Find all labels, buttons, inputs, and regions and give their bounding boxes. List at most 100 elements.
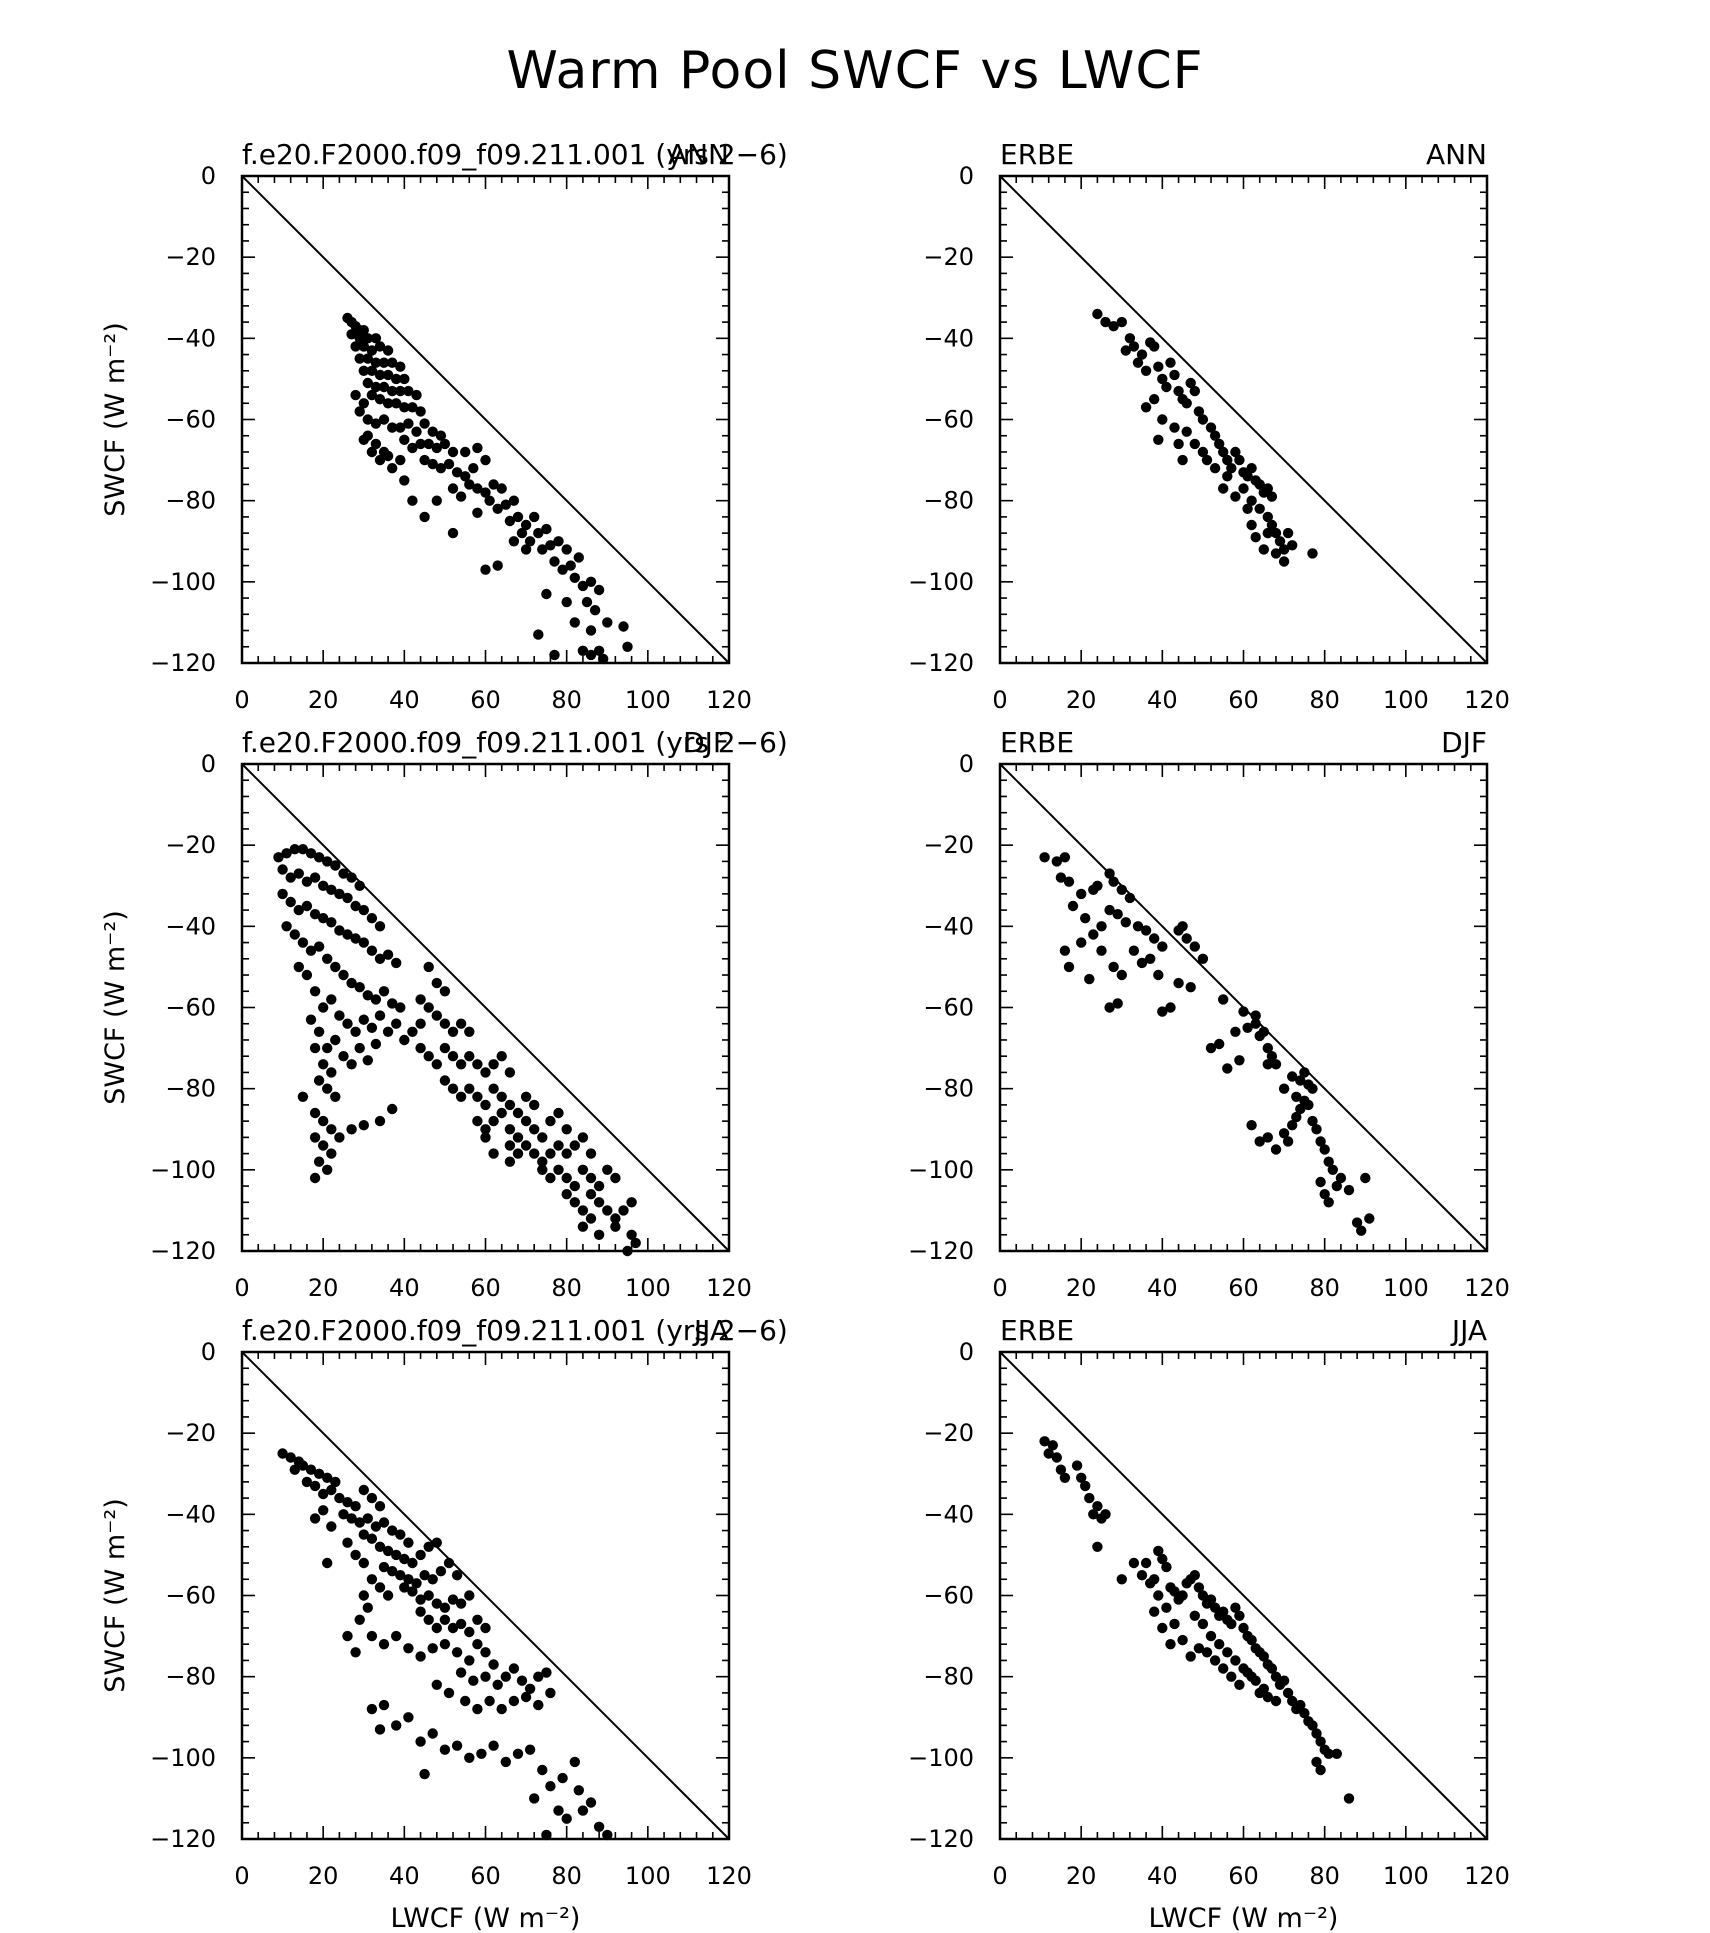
y-tick-label: −20 [923, 243, 974, 271]
y-tick-label: −40 [165, 324, 216, 352]
data-point [387, 463, 398, 474]
data-point [1185, 982, 1196, 993]
data-point [569, 1180, 580, 1192]
data-point [488, 1148, 499, 1159]
data-point [512, 511, 524, 523]
data-point [318, 1059, 329, 1070]
data-point [1266, 1051, 1278, 1062]
data-point [358, 341, 369, 352]
data-point [387, 385, 398, 397]
data-point [488, 1659, 499, 1670]
data-point [415, 1594, 426, 1605]
data-point [407, 442, 418, 454]
data-point [553, 1805, 564, 1816]
data-point [322, 1042, 333, 1054]
y-tick-label: −20 [165, 1419, 216, 1447]
data-point [589, 605, 601, 616]
data-point [305, 1014, 317, 1025]
data-point [391, 398, 402, 409]
data-point [350, 1647, 361, 1658]
data-point [378, 381, 390, 393]
data-point [480, 1132, 491, 1143]
data-point [1193, 1582, 1205, 1593]
data-point [338, 1051, 349, 1062]
data-point [464, 1626, 475, 1638]
x-tick-label: 40 [1147, 1862, 1178, 1890]
y-tick-label: −60 [165, 1582, 216, 1610]
data-point [350, 341, 361, 352]
data-point [1189, 438, 1201, 450]
y-tick-label: −120 [908, 649, 974, 677]
data-point [1270, 1671, 1282, 1682]
scatter-panel: 0 20 40 60 80 100 120 0 −20 −40 −60 −80 −100 −120 f.e2… [100, 726, 788, 1302]
data-point [553, 1140, 564, 1151]
data-point [330, 1091, 341, 1103]
data-point [382, 1590, 394, 1601]
data-point [326, 1067, 337, 1078]
data-point [1043, 1448, 1054, 1459]
data-point [1177, 1634, 1188, 1646]
data-point [626, 1229, 637, 1241]
x-tick-label: 60 [1228, 1274, 1259, 1302]
data-point [285, 1452, 296, 1463]
data-point [516, 527, 528, 539]
data-point [1331, 1180, 1343, 1192]
data-point [602, 1164, 613, 1176]
data-point [1076, 1472, 1087, 1484]
data-point [1059, 852, 1071, 863]
data-point [1226, 1618, 1237, 1630]
data-point [358, 1590, 369, 1601]
data-point [569, 1756, 580, 1768]
data-point [1319, 1189, 1330, 1200]
x-tick-label: 60 [470, 1862, 501, 1890]
data-point [362, 353, 373, 364]
data-point [318, 1115, 329, 1127]
data-point [1315, 1736, 1326, 1747]
data-point [455, 1618, 467, 1630]
data-point [1189, 941, 1201, 952]
data-point [313, 1075, 325, 1086]
data-point [318, 1505, 329, 1516]
data-point [1242, 503, 1253, 514]
data-point [1307, 548, 1318, 559]
data-point [1282, 1136, 1294, 1147]
data-point [488, 1740, 499, 1751]
data-point [297, 1460, 309, 1471]
data-points [273, 844, 641, 1257]
data-point [1270, 527, 1282, 539]
data-point [1205, 1630, 1217, 1642]
data-point [585, 1189, 597, 1200]
data-point [472, 507, 483, 518]
data-point [472, 1614, 483, 1626]
data-point [1258, 1651, 1270, 1662]
data-point [330, 1034, 341, 1046]
data-point [1076, 888, 1087, 900]
data-point [395, 361, 406, 372]
data-point [537, 544, 548, 555]
data-point [1230, 446, 1241, 458]
data-point [524, 536, 536, 547]
y-tick-label: 0 [959, 750, 974, 778]
data-point [342, 1630, 353, 1642]
y-tick-label: −80 [165, 487, 216, 515]
data-point [403, 385, 414, 397]
data-point [1096, 921, 1107, 932]
data-point [496, 1051, 507, 1062]
data-point [516, 1675, 528, 1686]
data-point [313, 1468, 325, 1480]
y-tick-label: −100 [908, 568, 974, 596]
data-point [297, 937, 309, 948]
data-point [1149, 1574, 1160, 1585]
data-point [403, 1643, 414, 1654]
x-tick-label: 20 [1066, 1862, 1097, 1890]
data-point [1250, 1010, 1261, 1021]
data-point [1209, 430, 1221, 441]
data-point [618, 621, 629, 632]
data-point [561, 1813, 572, 1824]
data-point [439, 1018, 451, 1029]
data-point [309, 1513, 321, 1524]
data-point [1364, 1213, 1375, 1224]
data-point [350, 1549, 361, 1561]
data-point [1173, 385, 1184, 397]
data-point [289, 844, 300, 855]
